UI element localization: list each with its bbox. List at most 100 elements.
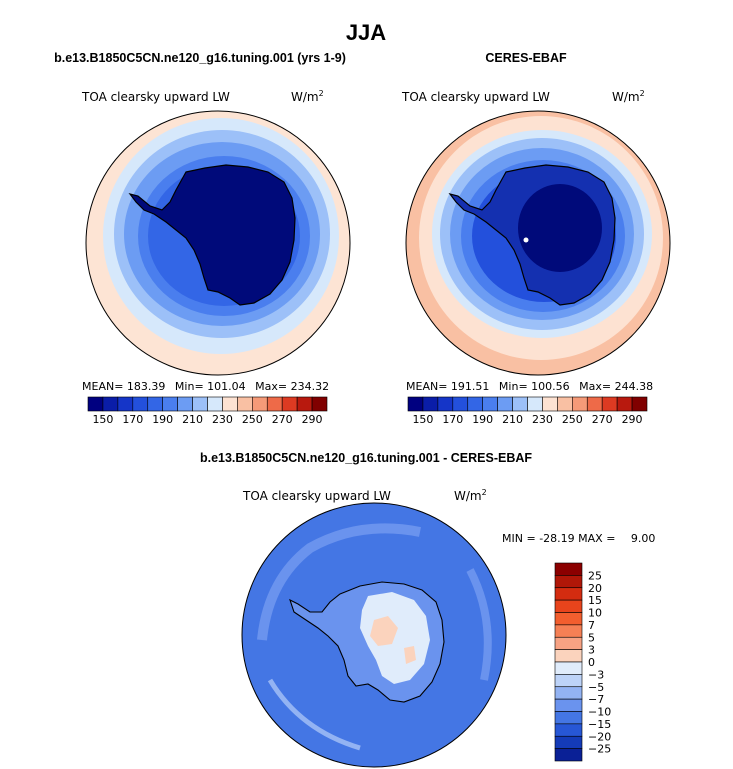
colorbar-tick-label: 150 [412, 413, 433, 426]
colorbar-swatch [452, 396, 469, 412]
colorbar-tick-label: 230 [532, 413, 553, 426]
colorbar-tick-label: −25 [588, 743, 611, 756]
colorbar-swatch [586, 396, 603, 412]
diff-negative-ring-c [466, 568, 492, 681]
colorbar-swatch [162, 396, 178, 412]
min-label: MIN = [502, 532, 536, 545]
max-value: 244.38 [615, 380, 654, 393]
colorbar-tick-label: 210 [182, 413, 203, 426]
colorbar-tick-label: −20 [588, 730, 611, 743]
panel-obs-title: CERES-EBAF [485, 51, 567, 65]
colorbar-tick-label: 290 [302, 413, 323, 426]
main-title: JJA [346, 20, 386, 45]
stats-obs: MEAN= 191.51 Min= 100.56 Max= 244.38 [406, 380, 653, 393]
colorbar-swatch [252, 396, 268, 412]
colorbar-swatch [266, 396, 283, 412]
colorbar-tick-label: 20 [588, 582, 602, 595]
panel-obs: CERES-EBAF TOA clearsky upward LW W/m2 M… [401, 51, 671, 426]
max-label: MAX = [578, 532, 615, 545]
units-base: W/m [612, 90, 640, 104]
colorbar-tick-label: 290 [622, 413, 643, 426]
colorbar-swatch [554, 599, 583, 613]
colorbar-swatch [601, 396, 618, 412]
colorbar-swatch [572, 396, 588, 412]
colorbar-tick-label: 7 [588, 619, 595, 632]
panel-diff-field-label: TOA clearsky upward LW [242, 489, 391, 503]
stats-diff: MIN = -28.19 MAX = 9.00 [502, 532, 655, 545]
colorbar-swatch [554, 575, 583, 589]
colorbar-swatch [527, 396, 543, 412]
polar-map-model-border [85, 110, 351, 376]
colorbar-swatch [192, 396, 208, 412]
colorbar-tick-label: 250 [562, 413, 583, 426]
colorbar-tick-label: 0 [588, 656, 595, 669]
colorbar-swatch [616, 396, 633, 412]
polar-map-model [86, 111, 350, 375]
colorbar-swatch [87, 396, 104, 412]
min-value: -28.19 [539, 532, 574, 545]
colorbar-obs: 150 170 190 210 230 250 270 290 [407, 396, 648, 426]
mean-value: 191.51 [451, 380, 490, 393]
stats-model: MEAN= 183.39 Min= 101.04 Max= 234.32 [82, 380, 329, 393]
colorbar-tick-label: 150 [92, 413, 113, 426]
colorbar-tick-label: 25 [588, 569, 602, 582]
min-value: 101.04 [207, 380, 246, 393]
colorbar-swatch [482, 396, 498, 412]
max-label: Max= [255, 380, 287, 393]
colorbar-swatch [554, 686, 583, 700]
colorbar-swatch [554, 698, 583, 712]
colorbar-model: 150 170 190 210 230 250 270 290 [87, 396, 328, 426]
colorbar-tick-label: 230 [212, 413, 233, 426]
colorbar-swatch [554, 674, 583, 688]
diff-negative-ring-b [267, 678, 361, 751]
panel-model-units: W/m2 [291, 89, 324, 104]
colorbar-swatch [422, 396, 439, 412]
colorbar-swatch [177, 396, 193, 412]
colorbar-swatch [554, 624, 583, 638]
panel-model-title: b.e13.B1850C5CN.ne120_g16.tuning.001 (yr… [54, 51, 346, 65]
colorbar-swatch [207, 396, 223, 412]
colorbar-tick-label: 210 [502, 413, 523, 426]
colorbar-swatch [132, 396, 149, 412]
colorbar-swatch [437, 396, 454, 412]
colorbar-tick-label: 170 [442, 413, 463, 426]
max-label: Max= [579, 380, 611, 393]
units-exponent: 2 [482, 488, 487, 497]
colorbar-tick-label: −15 [588, 718, 611, 731]
colorbar-tick-label: 250 [242, 413, 263, 426]
panel-diff: b.e13.B1850C5CN.ne120_g16.tuning.001 - C… [200, 451, 655, 768]
colorbar-swatch [557, 396, 573, 412]
antarctica-cold-core [128, 164, 296, 306]
colorbar-tick-label: 190 [472, 413, 493, 426]
units-base: W/m [454, 489, 482, 503]
mean-value: 183.39 [127, 380, 166, 393]
colorbar-swatch [554, 612, 583, 626]
diff-positive-patch [370, 616, 398, 646]
diff-negative-ring [257, 523, 421, 641]
colorbar-tick-label: 270 [272, 413, 293, 426]
colorbar-swatch [222, 396, 238, 412]
colorbar-swatch [554, 587, 583, 601]
colorbar-swatch [467, 396, 483, 412]
colorbar-swatch [311, 396, 328, 412]
colorbar-tick-label: −5 [588, 681, 604, 694]
colorbar-tick-label: −7 [588, 693, 604, 706]
colorbar-swatch [117, 396, 134, 412]
colorbar-swatch [554, 735, 583, 749]
max-value: 234.32 [291, 380, 330, 393]
panel-diff-units: W/m2 [454, 488, 487, 503]
colorbar-tick-label: 10 [588, 607, 602, 620]
colorbar-tick-label: 170 [122, 413, 143, 426]
units-exponent: 2 [640, 89, 645, 98]
colorbar-swatch [147, 396, 163, 412]
colorbar-swatch [554, 711, 583, 725]
colorbar-swatch [237, 396, 253, 412]
panel-model-field-label: TOA clearsky upward LW [81, 90, 230, 104]
colorbar-swatch [512, 396, 528, 412]
colorbar-tick-label: 3 [588, 644, 595, 657]
colorbar-swatch [296, 396, 313, 412]
mean-label: MEAN= [82, 380, 123, 393]
colorbar-tick-label: −3 [588, 668, 604, 681]
